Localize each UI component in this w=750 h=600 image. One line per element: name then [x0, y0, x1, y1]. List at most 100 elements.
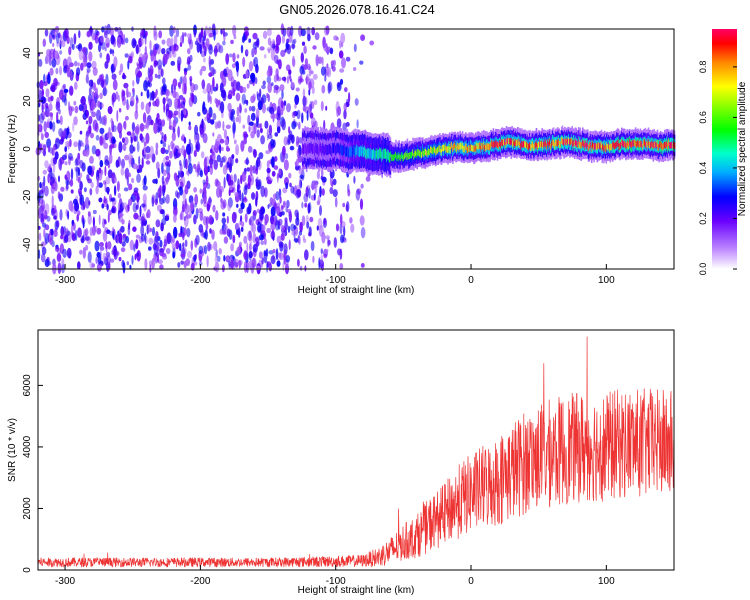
- noise-speckle: [240, 44, 244, 54]
- noise-speckle: [172, 26, 176, 34]
- noise-speckle: [180, 260, 184, 265]
- noise-speckle: [248, 125, 251, 133]
- noise-speckle: [295, 87, 300, 92]
- noise-speckle: [207, 241, 211, 252]
- noise-speckle: [323, 218, 326, 225]
- noise-speckle: [198, 261, 203, 266]
- noise-speckle: [278, 168, 282, 176]
- noise-speckle: [225, 124, 231, 129]
- ridge-cell: [455, 144, 457, 152]
- noise-speckle: [200, 229, 204, 237]
- noise-speckle: [82, 234, 85, 242]
- noise-speckle: [99, 92, 103, 100]
- noise-speckle: [104, 30, 108, 39]
- noise-speckle: [175, 176, 180, 187]
- noise-speckle: [271, 170, 276, 177]
- noise-speckle: [105, 242, 108, 250]
- ridge-cell: [330, 145, 332, 156]
- noise-speckle: [136, 173, 141, 183]
- noise-speckle: [90, 79, 94, 90]
- noise-speckle: [343, 102, 347, 112]
- noise-speckle: [99, 242, 104, 247]
- noise-speckle: [131, 38, 137, 49]
- spectrogram-x-tick-label: -100: [326, 275, 346, 286]
- noise-speckle: [109, 27, 114, 37]
- ridge-cell: [320, 143, 323, 154]
- noise-speckle: [41, 181, 45, 194]
- noise-speckle: [273, 165, 279, 171]
- noise-speckle: [239, 189, 242, 202]
- ridge-cell: [514, 139, 517, 147]
- noise-speckle: [261, 84, 266, 90]
- noise-speckle: [178, 159, 182, 167]
- noise-speckle: [353, 67, 357, 71]
- ridge-cell: [652, 143, 655, 150]
- ridge-cell: [373, 148, 375, 159]
- noise-speckle: [160, 222, 164, 232]
- noise-speckle: [58, 108, 61, 115]
- noise-speckle: [179, 186, 184, 196]
- noise-speckle: [67, 126, 70, 134]
- noise-speckle: [128, 198, 133, 206]
- snr-y-tick-label: 6000: [22, 374, 33, 397]
- noise-speckle: [177, 262, 181, 268]
- noise-speckle: [111, 73, 117, 80]
- noise-speckle: [145, 160, 151, 165]
- noise-speckle: [341, 57, 346, 69]
- noise-speckle: [96, 262, 102, 272]
- noise-speckle: [212, 69, 217, 75]
- noise-speckle: [301, 201, 304, 209]
- noise-speckle: [217, 181, 221, 191]
- noise-speckle: [255, 121, 259, 127]
- noise-speckle: [75, 45, 81, 49]
- ridge-cell: [469, 144, 472, 151]
- ridge-cell: [603, 145, 605, 153]
- ridge-cell: [538, 141, 540, 149]
- noise-speckle: [360, 263, 365, 268]
- noise-speckle: [140, 215, 145, 227]
- noise-speckle: [223, 68, 227, 77]
- noise-speckle: [105, 186, 110, 194]
- noise-speckle: [276, 126, 281, 134]
- noise-speckle: [296, 148, 300, 159]
- noise-speckle: [142, 112, 147, 124]
- noise-speckle: [118, 228, 122, 239]
- noise-speckle: [140, 101, 145, 111]
- noise-speckle: [312, 73, 318, 80]
- noise-speckle: [255, 265, 261, 271]
- noise-speckle: [315, 54, 319, 67]
- noise-speckle: [281, 90, 284, 100]
- ridge-cell: [531, 141, 534, 148]
- noise-speckle: [102, 252, 107, 263]
- noise-speckle: [239, 104, 242, 113]
- ridge-cell: [557, 139, 560, 147]
- noise-speckle: [299, 174, 304, 179]
- noise-speckle: [139, 59, 143, 69]
- noise-speckle: [297, 75, 302, 85]
- noise-speckle: [243, 235, 248, 244]
- noise-speckle: [263, 251, 268, 264]
- noise-speckle: [202, 42, 208, 53]
- noise-speckle: [64, 97, 68, 106]
- noise-speckle: [242, 86, 247, 94]
- noise-speckle: [190, 82, 195, 93]
- noise-speckle: [274, 113, 278, 119]
- noise-speckle: [135, 44, 139, 55]
- ridge-cell: [613, 142, 616, 150]
- noise-speckle: [179, 213, 182, 221]
- noise-speckle: [132, 130, 135, 140]
- noise-speckle: [337, 106, 341, 116]
- noise-speckle: [222, 199, 227, 209]
- ridge-cell: [399, 153, 401, 161]
- noise-speckle: [131, 122, 135, 132]
- noise-speckle: [183, 67, 189, 72]
- noise-speckle: [173, 226, 178, 239]
- noise-speckle: [339, 248, 343, 260]
- noise-speckle: [294, 209, 299, 218]
- ridge-cell: [583, 140, 586, 147]
- noise-speckle: [267, 82, 273, 93]
- noise-speckle: [50, 48, 54, 55]
- noise-speckle: [121, 137, 125, 143]
- noise-speckle: [324, 75, 327, 82]
- noise-speckle: [325, 25, 330, 35]
